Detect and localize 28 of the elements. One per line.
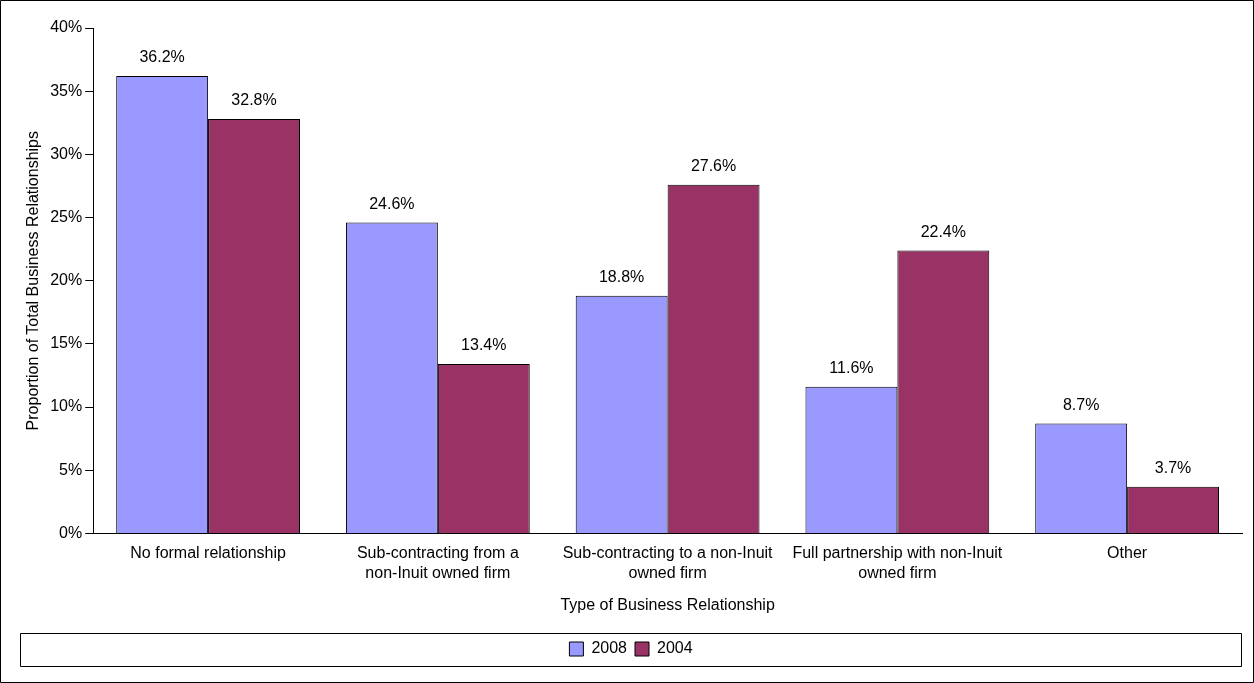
x-axis-title: Type of Business Relationship — [560, 595, 775, 613]
data-label: 36.2% — [139, 48, 185, 66]
y-tick-label: 35% — [50, 81, 83, 99]
x-tick-label: Full partnership with non-Inuit owned firm — [792, 544, 1003, 581]
x-tick-label: No formal relationship — [130, 544, 287, 562]
y-tick-label: 30% — [50, 144, 83, 162]
data-label: 32.8% — [231, 91, 277, 109]
data-label: 8.7% — [1062, 395, 1100, 413]
x-tick-label: Other — [1107, 544, 1148, 562]
legend-label: 2004 — [657, 639, 693, 657]
y-tick-label: 0% — [59, 523, 83, 541]
x-tick-label: Sub-contracting to a non-Inuit owned firm — [562, 544, 774, 581]
y-tick-label: 20% — [50, 271, 83, 289]
data-label: 22.4% — [920, 222, 967, 240]
y-tick-label: 15% — [50, 334, 83, 352]
x-tick-label: Sub-contracting from a non-Inuit owned firm — [356, 544, 519, 581]
data-label: 11.6% — [829, 359, 874, 377]
y-tick-label: 5% — [59, 460, 83, 478]
y-axis-title: Proportion of Total Business Relationships — [24, 130, 42, 431]
y-tick-label: 10% — [50, 397, 83, 415]
data-label: 18.8% — [598, 268, 645, 286]
data-label: 27.6% — [690, 157, 737, 175]
y-tick-label: 40% — [50, 18, 83, 36]
legend-label: 2008 — [591, 639, 628, 657]
y-tick-label: 25% — [50, 207, 83, 225]
data-label: 13.4% — [461, 336, 507, 354]
data-label: 24.6% — [369, 194, 415, 212]
data-label: 3.7% — [1154, 459, 1192, 477]
